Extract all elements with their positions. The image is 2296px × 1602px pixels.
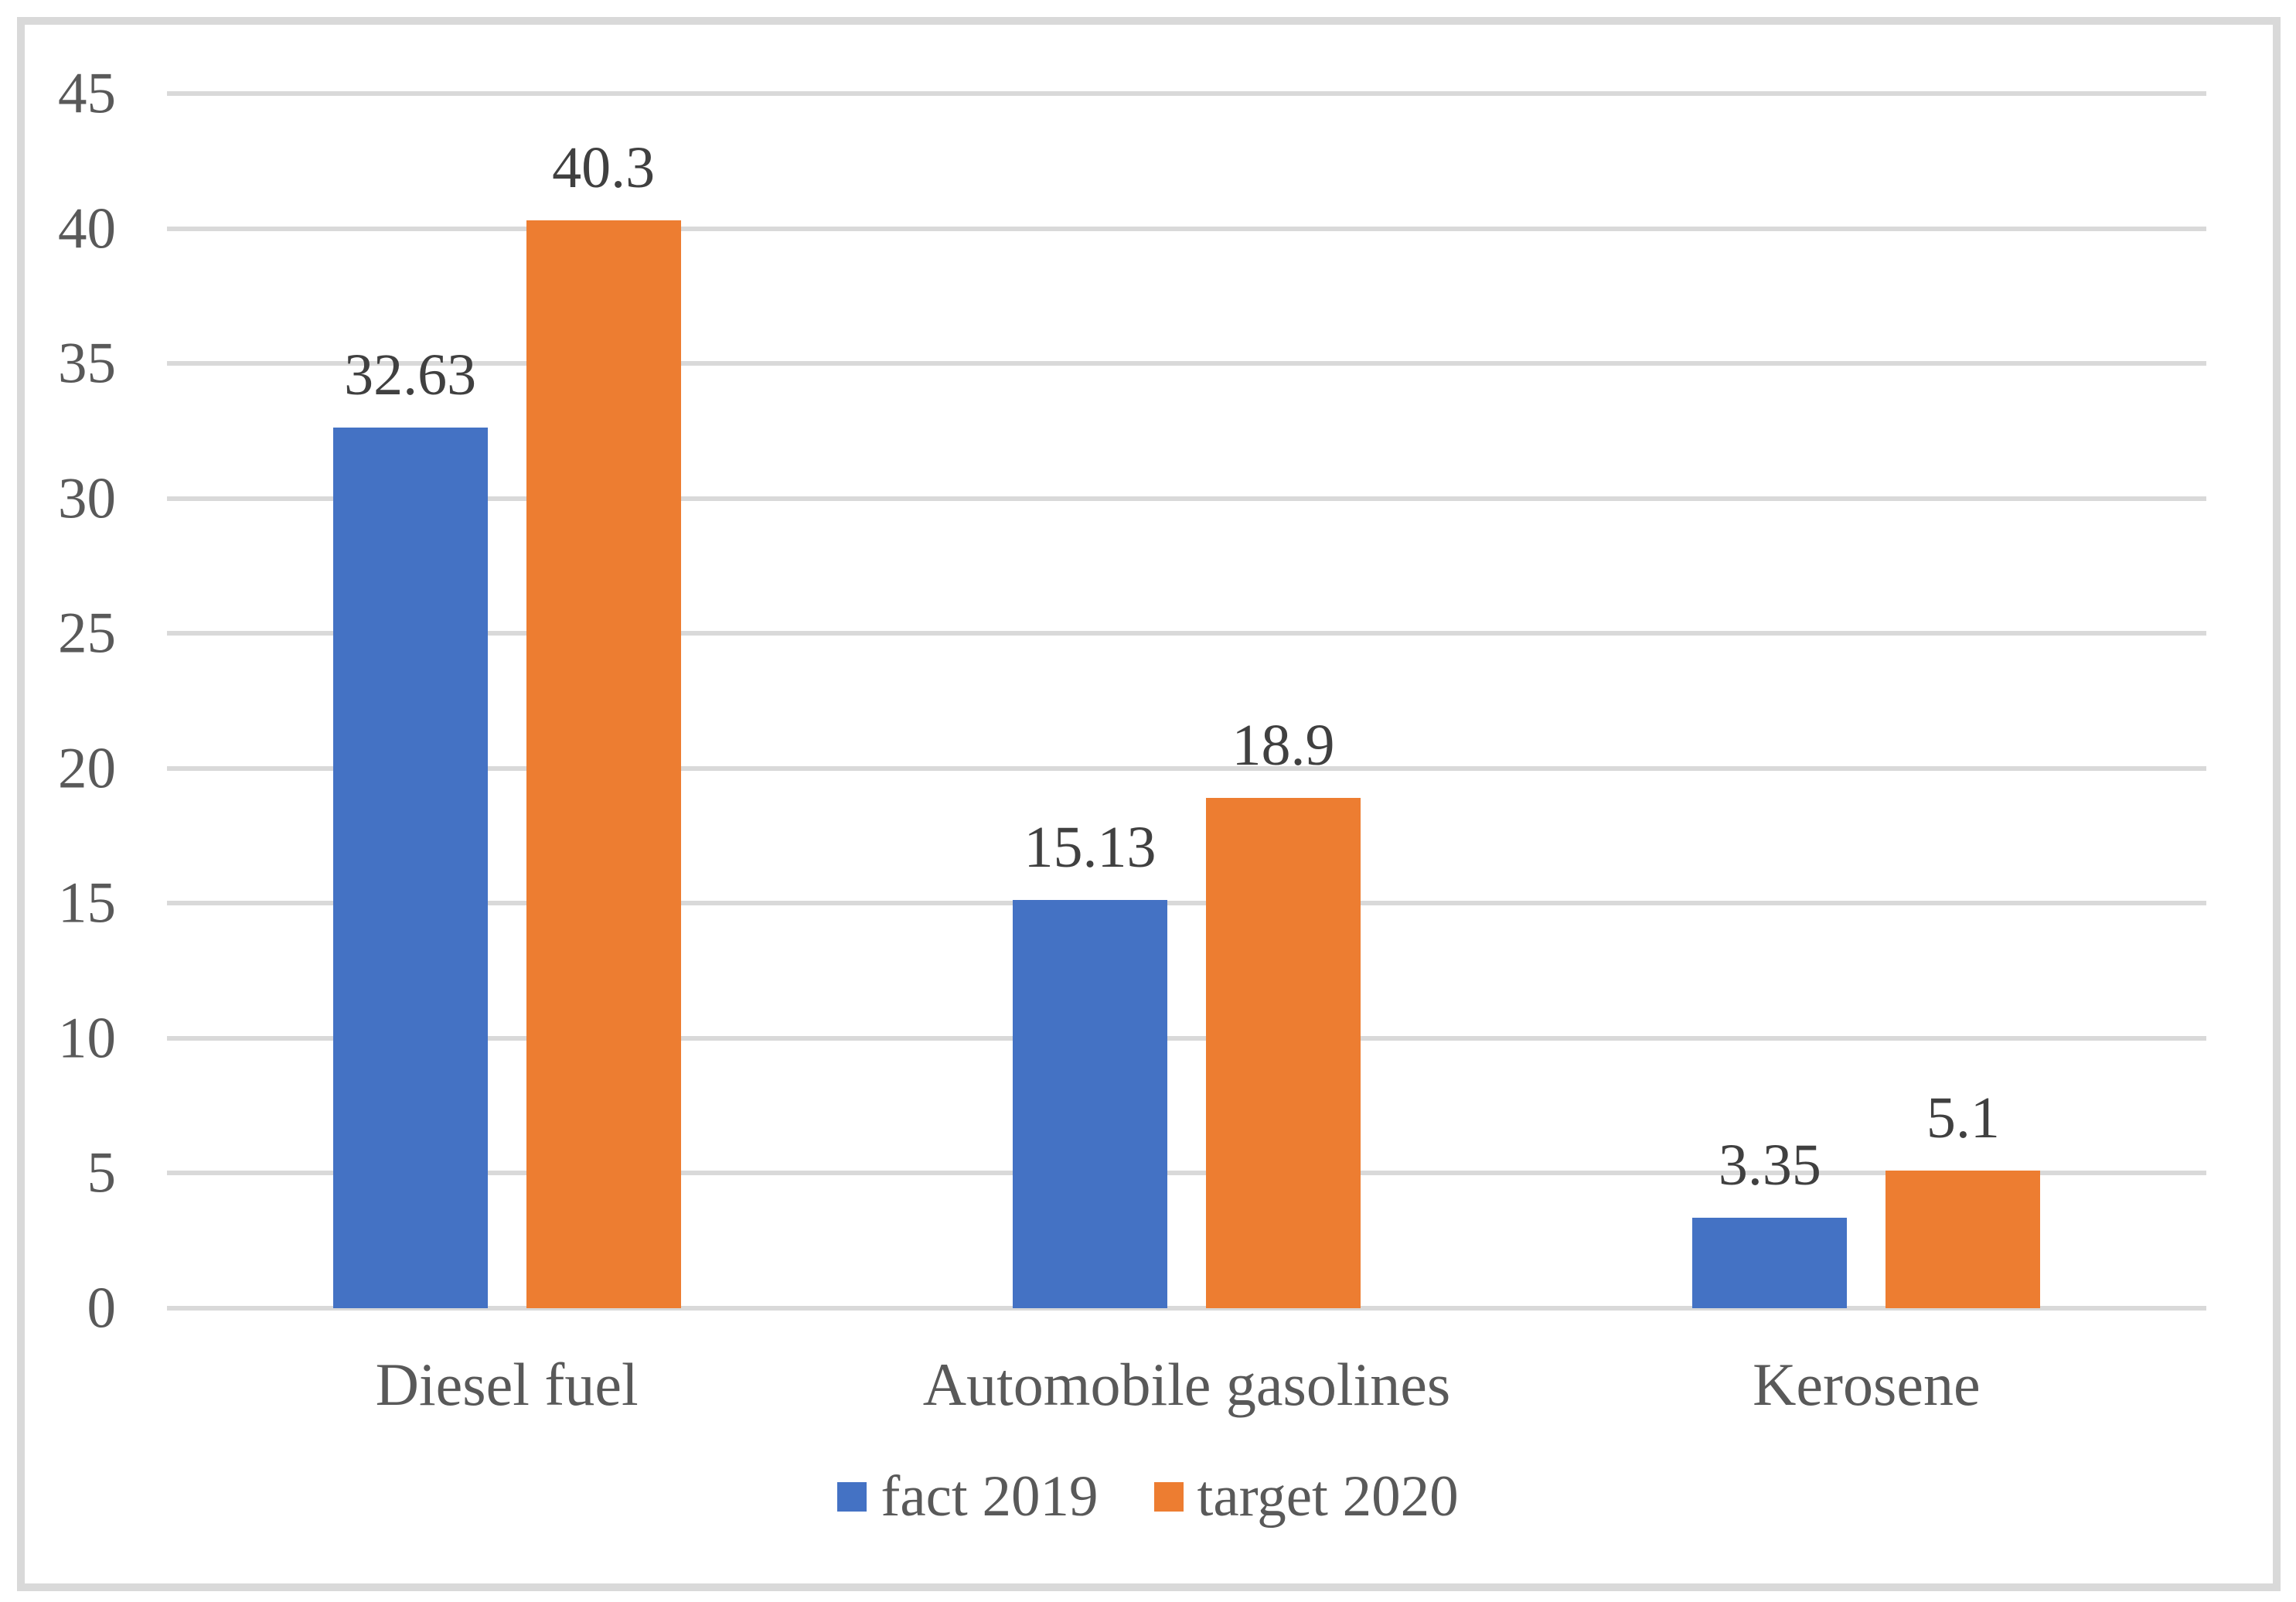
gridline-20 <box>167 765 2206 771</box>
bar-fact-2019-diesel-fuel <box>332 427 488 1308</box>
legend-label: fact 2019 <box>881 1464 1099 1529</box>
y-tick-label-45: 45 <box>58 61 116 126</box>
legend-swatch-icon <box>837 1481 867 1512</box>
bar-target-2020-diesel-fuel <box>526 220 681 1308</box>
gridline-0 <box>167 1306 2206 1311</box>
y-tick-label-10: 10 <box>58 1006 116 1071</box>
gridline-5 <box>167 1171 2206 1176</box>
bar-target-2020-automobile-gasolines <box>1206 798 1361 1308</box>
y-tick-label-25: 25 <box>58 601 116 666</box>
legend-swatch-icon <box>1153 1481 1184 1512</box>
legend-label: target 2020 <box>1197 1464 1459 1529</box>
data-label-fact-2019-automobile-gasolines: 15.13 <box>1024 814 1157 880</box>
y-tick-label-20: 20 <box>58 736 116 801</box>
data-label-fact-2019-diesel-fuel: 32.63 <box>344 342 477 407</box>
bar-target-2020-kerosene <box>1886 1170 2041 1308</box>
data-label-target-2020-diesel-fuel: 40.3 <box>552 135 656 201</box>
chart-border <box>17 17 2281 1591</box>
gridline-15 <box>167 901 2206 906</box>
data-label-fact-2019-kerosene: 3.35 <box>1718 1133 1821 1198</box>
category-label-automobile-gasolines: Automobile gasolines <box>922 1351 1451 1418</box>
category-label-diesel-fuel: Diesel fuel <box>375 1351 639 1418</box>
bar-fact-2019-automobile-gasolines <box>1013 899 1167 1308</box>
gridline-45 <box>167 91 2206 96</box>
gridline-30 <box>167 496 2206 501</box>
y-tick-label-35: 35 <box>58 331 116 396</box>
y-tick-label-5: 5 <box>87 1140 117 1205</box>
data-label-target-2020-automobile-gasolines: 18.9 <box>1231 713 1335 779</box>
gridline-35 <box>167 361 2206 366</box>
legend: fact 2019 target 2020 <box>0 1467 2296 1525</box>
data-label-target-2020-kerosene: 5.1 <box>1926 1085 2000 1150</box>
gridline-25 <box>167 631 2206 636</box>
y-tick-label-30: 30 <box>58 466 116 531</box>
gridline-40 <box>167 226 2206 231</box>
legend-item-target-2020: target 2020 <box>1153 1464 1459 1529</box>
bar-fact-2019-kerosene <box>1692 1218 1848 1308</box>
legend-item-fact-2019: fact 2019 <box>837 1464 1099 1529</box>
y-tick-label-15: 15 <box>58 871 116 936</box>
gridline-10 <box>167 1035 2206 1041</box>
y-tick-label-40: 40 <box>58 196 116 261</box>
y-tick-label-0: 0 <box>87 1276 117 1341</box>
category-label-kerosene: Kerosene <box>1753 1351 1981 1418</box>
